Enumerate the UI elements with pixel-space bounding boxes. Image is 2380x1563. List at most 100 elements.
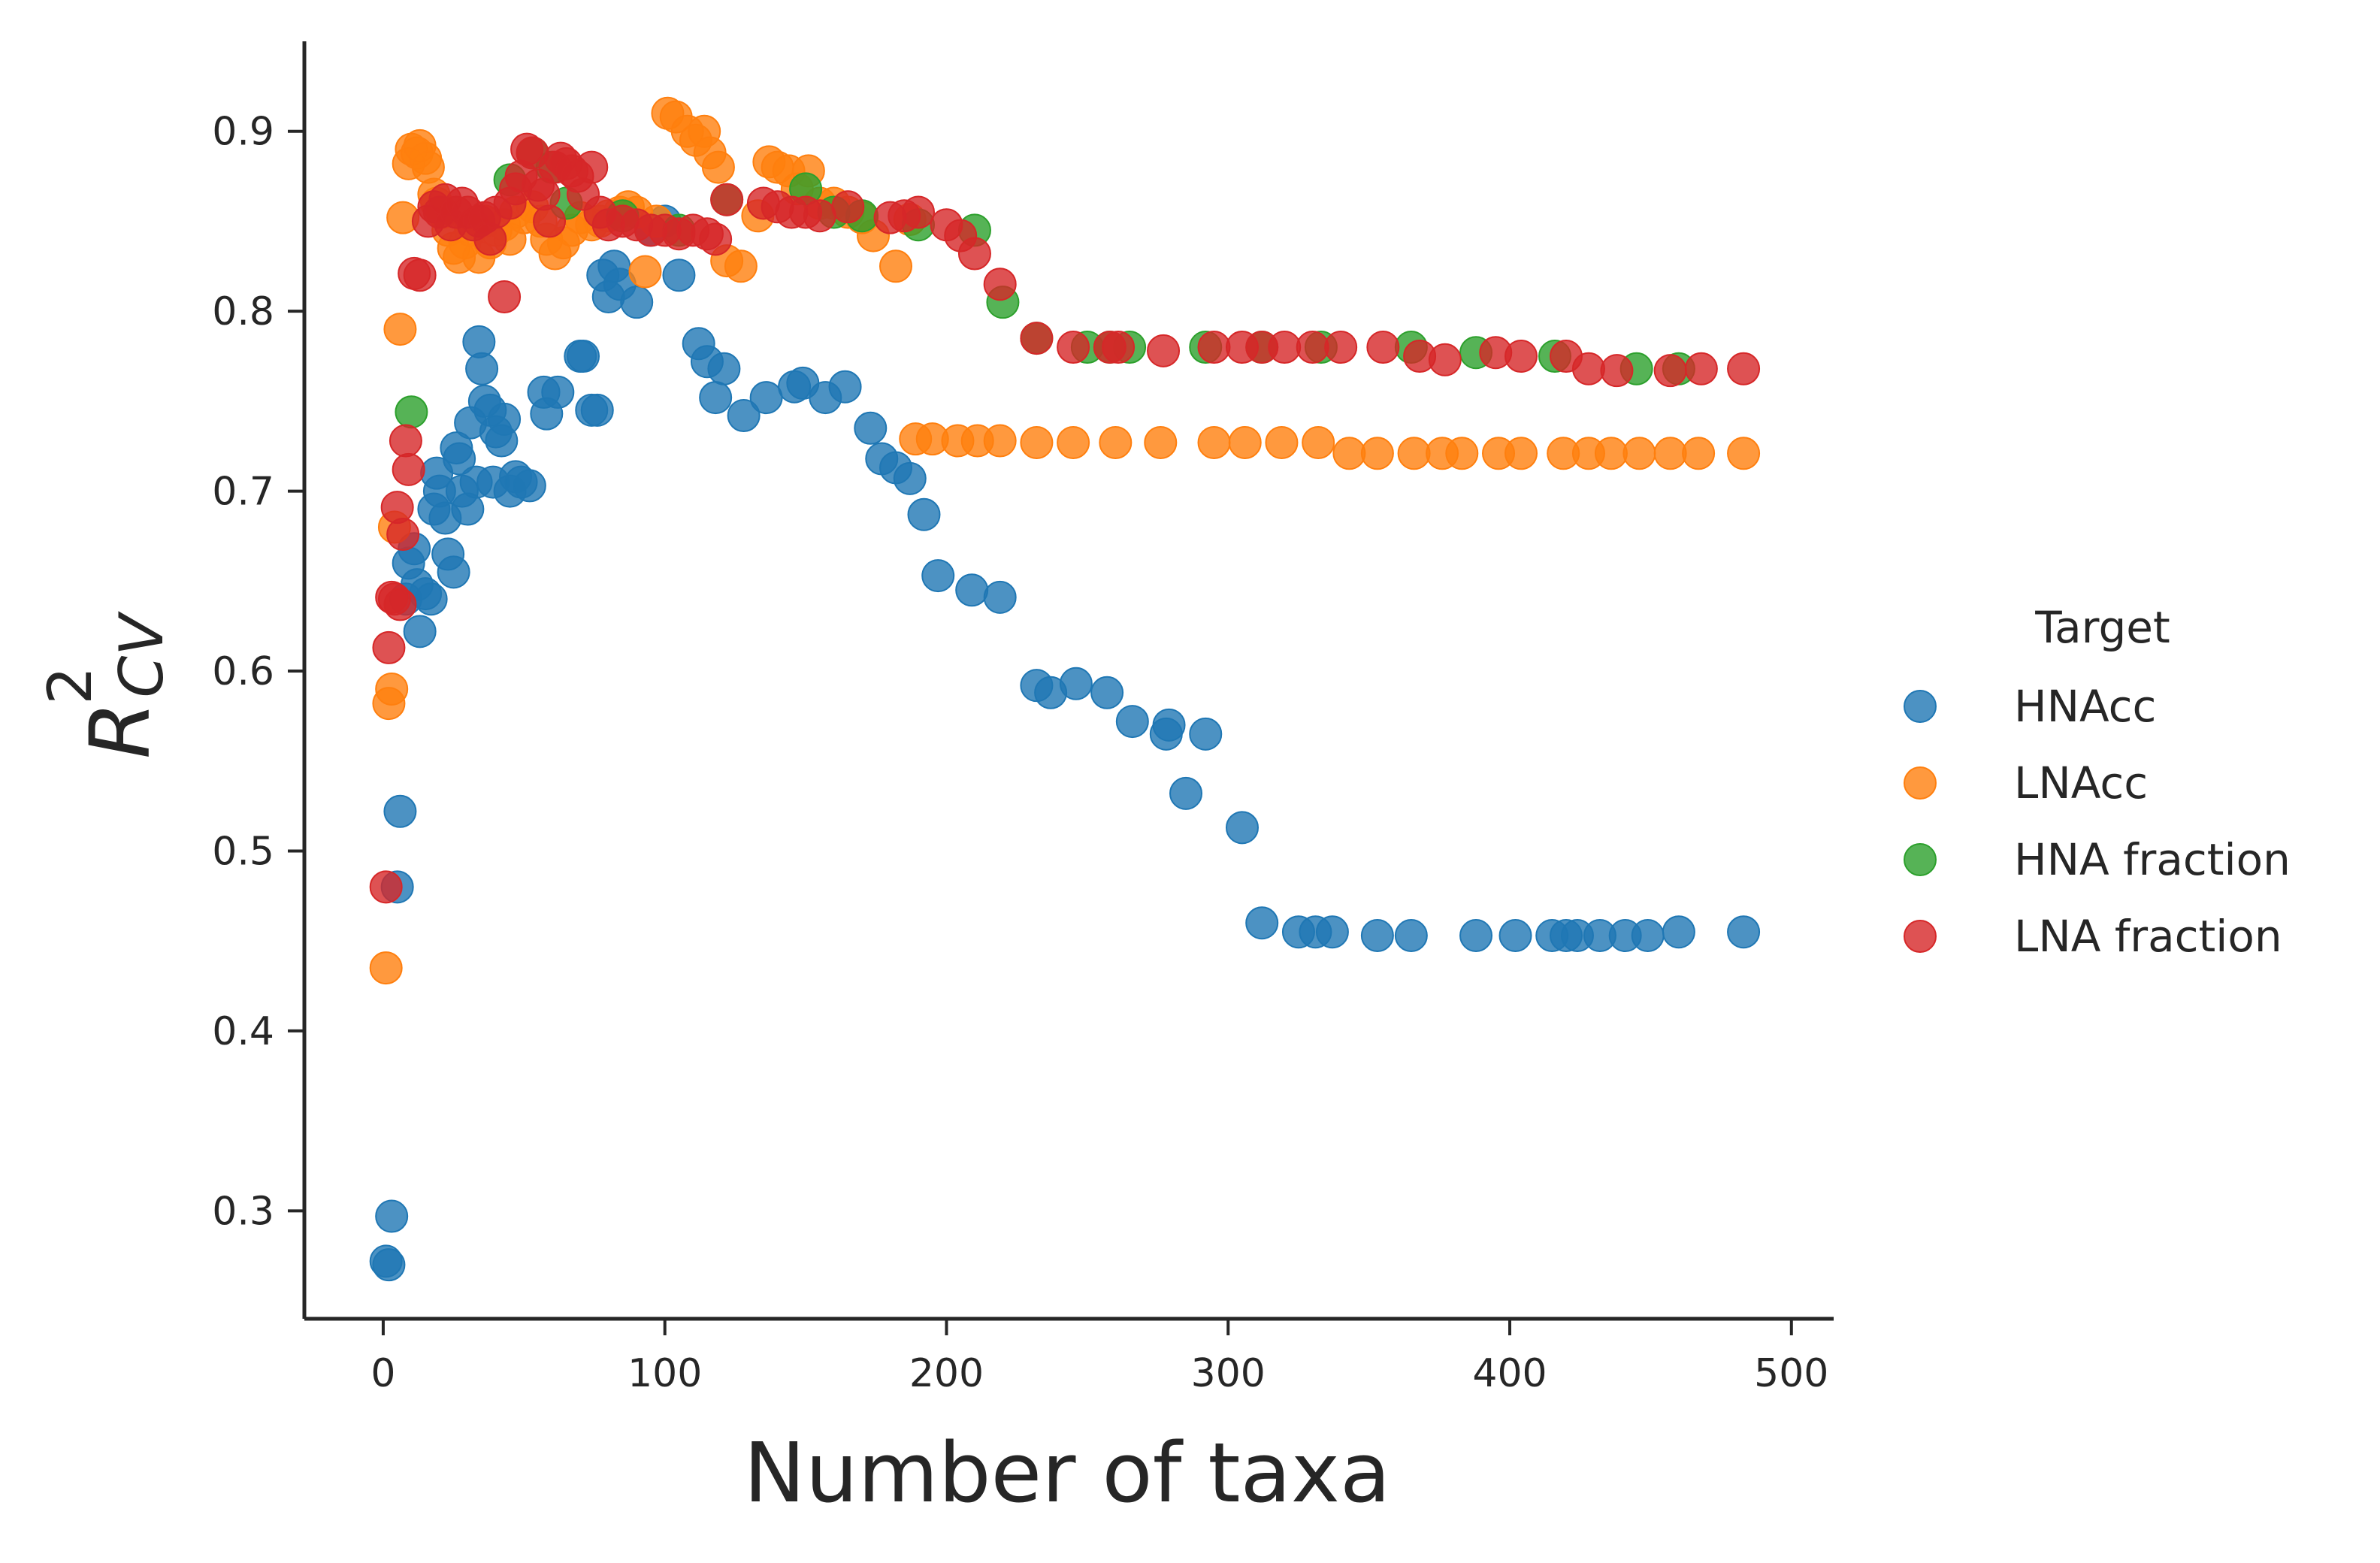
x-tick-label: 500 (1754, 1351, 1828, 1396)
data-point (854, 411, 888, 445)
data-point (1662, 915, 1695, 949)
legend-label: HNA fraction (2014, 834, 2291, 885)
data-point (443, 442, 476, 476)
legend-marker (1904, 766, 1937, 800)
x-tick-label: 100 (628, 1351, 702, 1396)
legend: Target HNAcc LNAcc HNA fraction LNA fractio… (1904, 602, 2291, 962)
data-point (699, 222, 733, 256)
y-tick-label: 0.6 (212, 649, 274, 694)
data-point (1057, 425, 1090, 459)
legend-label: LNA fraction (2014, 911, 2282, 962)
x-axis-label: Number of taxa (744, 1425, 1391, 1521)
data-point (879, 249, 913, 283)
data-point (372, 1248, 406, 1282)
y-tick-label: 0.7 (212, 470, 274, 515)
data-point (392, 452, 425, 486)
data-point (389, 424, 422, 458)
data-point (1228, 425, 1262, 459)
data-point (414, 582, 448, 616)
x-axis-ticks: 0 100 200 300 400 500 (370, 1319, 1828, 1396)
data-point (383, 794, 417, 828)
data-point (727, 399, 761, 433)
data-point (1571, 352, 1605, 385)
data-point (541, 375, 575, 409)
data-point (1057, 331, 1090, 364)
data-point (1225, 811, 1259, 845)
data-point (1360, 919, 1394, 952)
data-point (1315, 915, 1349, 949)
legend-label: LNAcc (2014, 757, 2148, 809)
data-point (575, 150, 609, 184)
data-point (1059, 667, 1093, 700)
data-point (1366, 331, 1400, 364)
data-point (662, 258, 696, 292)
legend-label: HNAcc (2014, 681, 2156, 732)
data-point (372, 630, 406, 664)
data-point (1169, 776, 1203, 810)
x-tick-label: 400 (1472, 1351, 1547, 1396)
data-point (1445, 437, 1479, 470)
data-point (983, 580, 1017, 614)
data-point (955, 573, 989, 607)
data-point (386, 518, 420, 552)
data-point (1099, 425, 1133, 459)
data-point (380, 491, 414, 525)
data-point (488, 280, 522, 313)
data-point (1600, 354, 1634, 388)
data-point (1360, 437, 1394, 470)
y-axis-ticks: 0.3 0.4 0.5 0.6 0.7 0.8 0.9 (212, 110, 304, 1234)
data-point (1622, 437, 1656, 470)
data-point (488, 402, 522, 436)
data-point (533, 204, 567, 238)
data-point (803, 199, 836, 233)
data-point (1102, 331, 1136, 364)
data-point (1152, 708, 1186, 742)
data-point (707, 352, 741, 385)
legend-marker (1904, 843, 1937, 876)
svg-text:R CV 2: R CV 2 (35, 611, 177, 759)
data-point (1505, 437, 1538, 470)
y-tick-label: 0.9 (212, 110, 274, 155)
data-point (383, 588, 417, 621)
data-point (983, 424, 1017, 458)
data-point (1332, 437, 1366, 470)
data-point (580, 393, 614, 427)
data-point (901, 195, 935, 229)
data-point (1197, 425, 1231, 459)
data-point (701, 150, 735, 184)
x-tick-label: 0 (370, 1351, 395, 1396)
data-point (1397, 437, 1431, 470)
data-point (1302, 425, 1335, 459)
data-point (437, 555, 470, 589)
data-point (395, 395, 428, 429)
data-point (828, 370, 862, 404)
data-point (1684, 352, 1718, 385)
data-point (1394, 919, 1428, 952)
data-point (749, 381, 783, 415)
data-point (567, 340, 600, 373)
data-point (1265, 425, 1299, 459)
data-point (1115, 705, 1149, 739)
data-point (1727, 915, 1761, 949)
data-point (403, 258, 437, 292)
data-point (1653, 437, 1687, 470)
data-point (620, 286, 654, 319)
data-point (1631, 919, 1665, 952)
legend-marker (1904, 920, 1937, 953)
y-axis-label: R CV 2 (35, 611, 177, 759)
data-point (473, 222, 507, 256)
data-point (1020, 425, 1054, 459)
data-point (403, 615, 437, 648)
y-axis-label-sub: CV (107, 611, 177, 698)
data-point (1197, 331, 1231, 364)
data-point (1498, 919, 1532, 952)
data-point (1144, 425, 1178, 459)
y-axis-label-sup: 2 (35, 667, 105, 705)
data-point (983, 268, 1017, 301)
data-point (710, 183, 744, 216)
data-point (893, 461, 927, 495)
points-layer (369, 96, 1761, 1282)
data-point (1020, 322, 1054, 355)
data-point (1653, 354, 1687, 388)
